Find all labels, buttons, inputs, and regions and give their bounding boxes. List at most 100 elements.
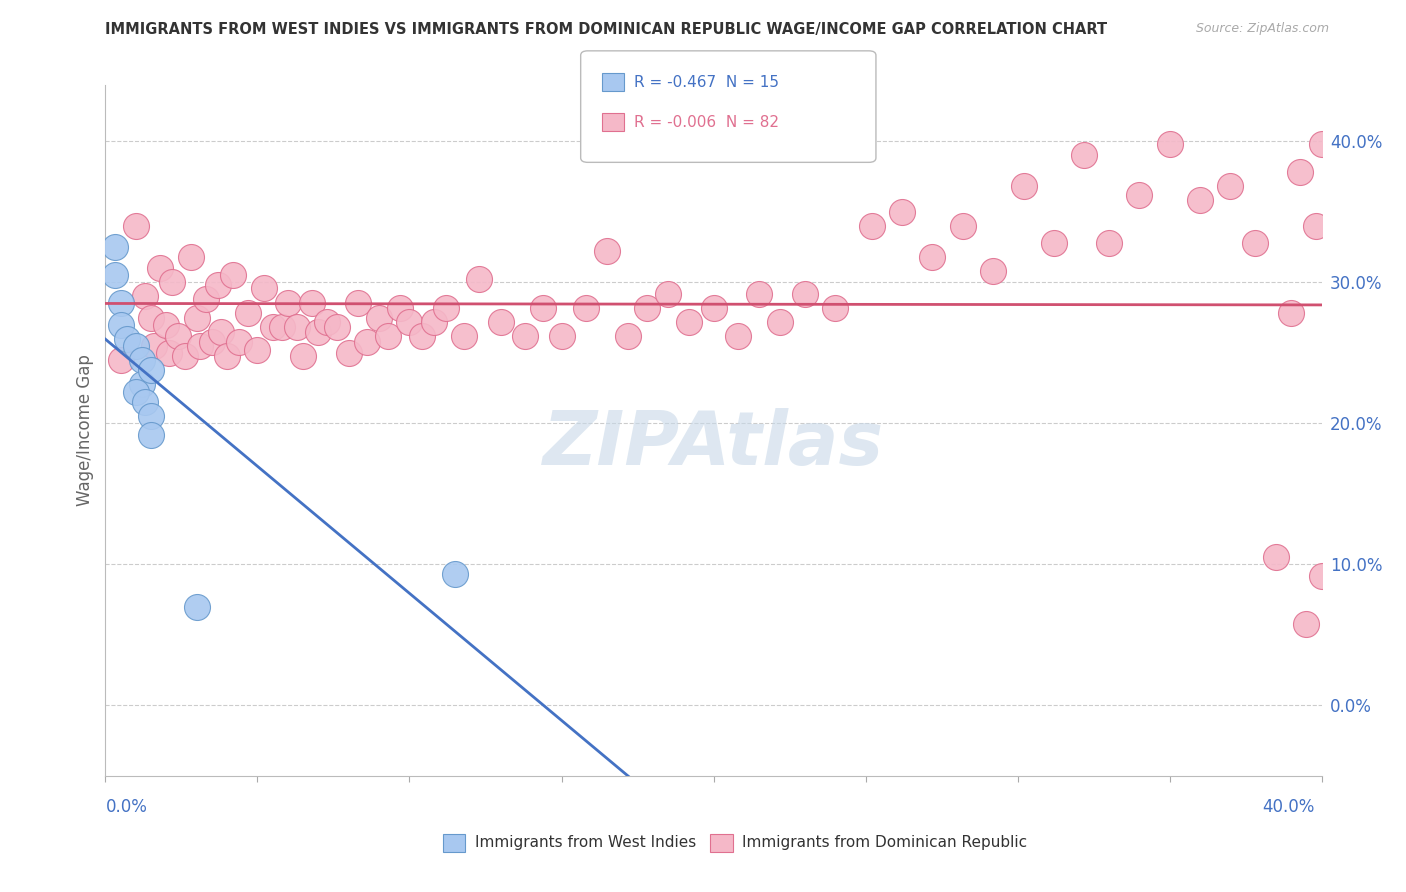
Point — [1128, 187, 1150, 202]
Point — [125, 219, 148, 233]
Point — [180, 250, 202, 264]
Point — [356, 334, 378, 349]
Text: Immigrants from West Indies: Immigrants from West Indies — [475, 836, 696, 850]
Point — [1305, 219, 1327, 233]
Point — [155, 318, 177, 332]
Point — [162, 275, 184, 289]
Point — [1098, 235, 1121, 250]
Point — [1310, 136, 1333, 151]
Point — [1289, 165, 1312, 179]
Point — [636, 301, 658, 315]
Point — [238, 306, 260, 320]
Point — [301, 296, 323, 310]
Point — [769, 315, 792, 329]
Point — [793, 286, 815, 301]
Point — [222, 268, 245, 283]
Point — [194, 292, 217, 306]
Point — [1265, 550, 1288, 565]
Point — [1012, 179, 1035, 194]
Point — [325, 320, 347, 334]
Point — [389, 301, 412, 315]
Point — [678, 315, 700, 329]
Point — [139, 427, 162, 442]
Text: Immigrants from Dominican Republic: Immigrants from Dominican Republic — [742, 836, 1028, 850]
Point — [131, 352, 153, 367]
Point — [246, 343, 269, 357]
Point — [228, 334, 250, 349]
Point — [307, 325, 329, 339]
Point — [1043, 235, 1066, 250]
Point — [453, 329, 475, 343]
Point — [125, 339, 148, 353]
Point — [596, 244, 619, 259]
Point — [444, 567, 467, 582]
Point — [188, 339, 211, 353]
Point — [921, 250, 943, 264]
Point — [1159, 136, 1181, 151]
Point — [134, 395, 156, 409]
Point — [139, 409, 162, 424]
Point — [368, 310, 391, 325]
Point — [1188, 194, 1211, 208]
Point — [617, 329, 640, 343]
Point — [531, 301, 554, 315]
Point — [434, 301, 457, 315]
Point — [143, 339, 166, 353]
Point — [103, 240, 125, 254]
Point — [1295, 616, 1317, 631]
Y-axis label: Wage/Income Gap: Wage/Income Gap — [76, 354, 94, 507]
Point — [277, 296, 299, 310]
Point — [337, 346, 360, 360]
Point — [702, 301, 725, 315]
Point — [167, 329, 190, 343]
Point — [377, 329, 399, 343]
Point — [186, 310, 208, 325]
Point — [217, 349, 239, 363]
Point — [575, 301, 598, 315]
Point — [346, 296, 368, 310]
Point — [149, 261, 172, 276]
Point — [513, 329, 536, 343]
Text: Source: ZipAtlas.com: Source: ZipAtlas.com — [1195, 22, 1329, 36]
Point — [1279, 306, 1302, 320]
Point — [292, 349, 315, 363]
Text: IMMIGRANTS FROM WEST INDIES VS IMMIGRANTS FROM DOMINICAN REPUBLIC WAGE/INCOME GA: IMMIGRANTS FROM WEST INDIES VS IMMIGRANT… — [105, 22, 1108, 37]
Point — [173, 349, 195, 363]
Text: 40.0%: 40.0% — [1263, 798, 1315, 816]
Point — [489, 315, 512, 329]
Point — [110, 352, 132, 367]
Point — [110, 296, 132, 310]
Text: R = -0.006  N = 82: R = -0.006 N = 82 — [634, 115, 779, 129]
Point — [139, 362, 162, 376]
Point — [103, 268, 125, 283]
Point — [115, 332, 138, 346]
Point — [550, 329, 572, 343]
Point — [209, 325, 232, 339]
Point — [110, 318, 132, 332]
Point — [727, 329, 749, 343]
Point — [981, 264, 1004, 278]
Point — [398, 315, 420, 329]
Point — [1243, 235, 1265, 250]
Point — [1219, 179, 1241, 194]
Point — [252, 281, 274, 295]
Point — [423, 315, 446, 329]
Point — [134, 289, 156, 303]
Point — [285, 320, 308, 334]
Point — [262, 320, 284, 334]
Point — [316, 315, 339, 329]
Point — [125, 385, 148, 400]
Point — [131, 376, 153, 391]
Point — [270, 320, 292, 334]
Point — [1310, 568, 1333, 582]
Text: 0.0%: 0.0% — [105, 798, 148, 816]
Point — [186, 599, 208, 614]
Point — [748, 286, 770, 301]
Point — [891, 204, 914, 219]
Point — [1073, 148, 1095, 162]
Text: R = -0.467  N = 15: R = -0.467 N = 15 — [634, 75, 779, 89]
Point — [207, 278, 229, 293]
Point — [952, 219, 974, 233]
Point — [657, 286, 679, 301]
Point — [157, 346, 180, 360]
